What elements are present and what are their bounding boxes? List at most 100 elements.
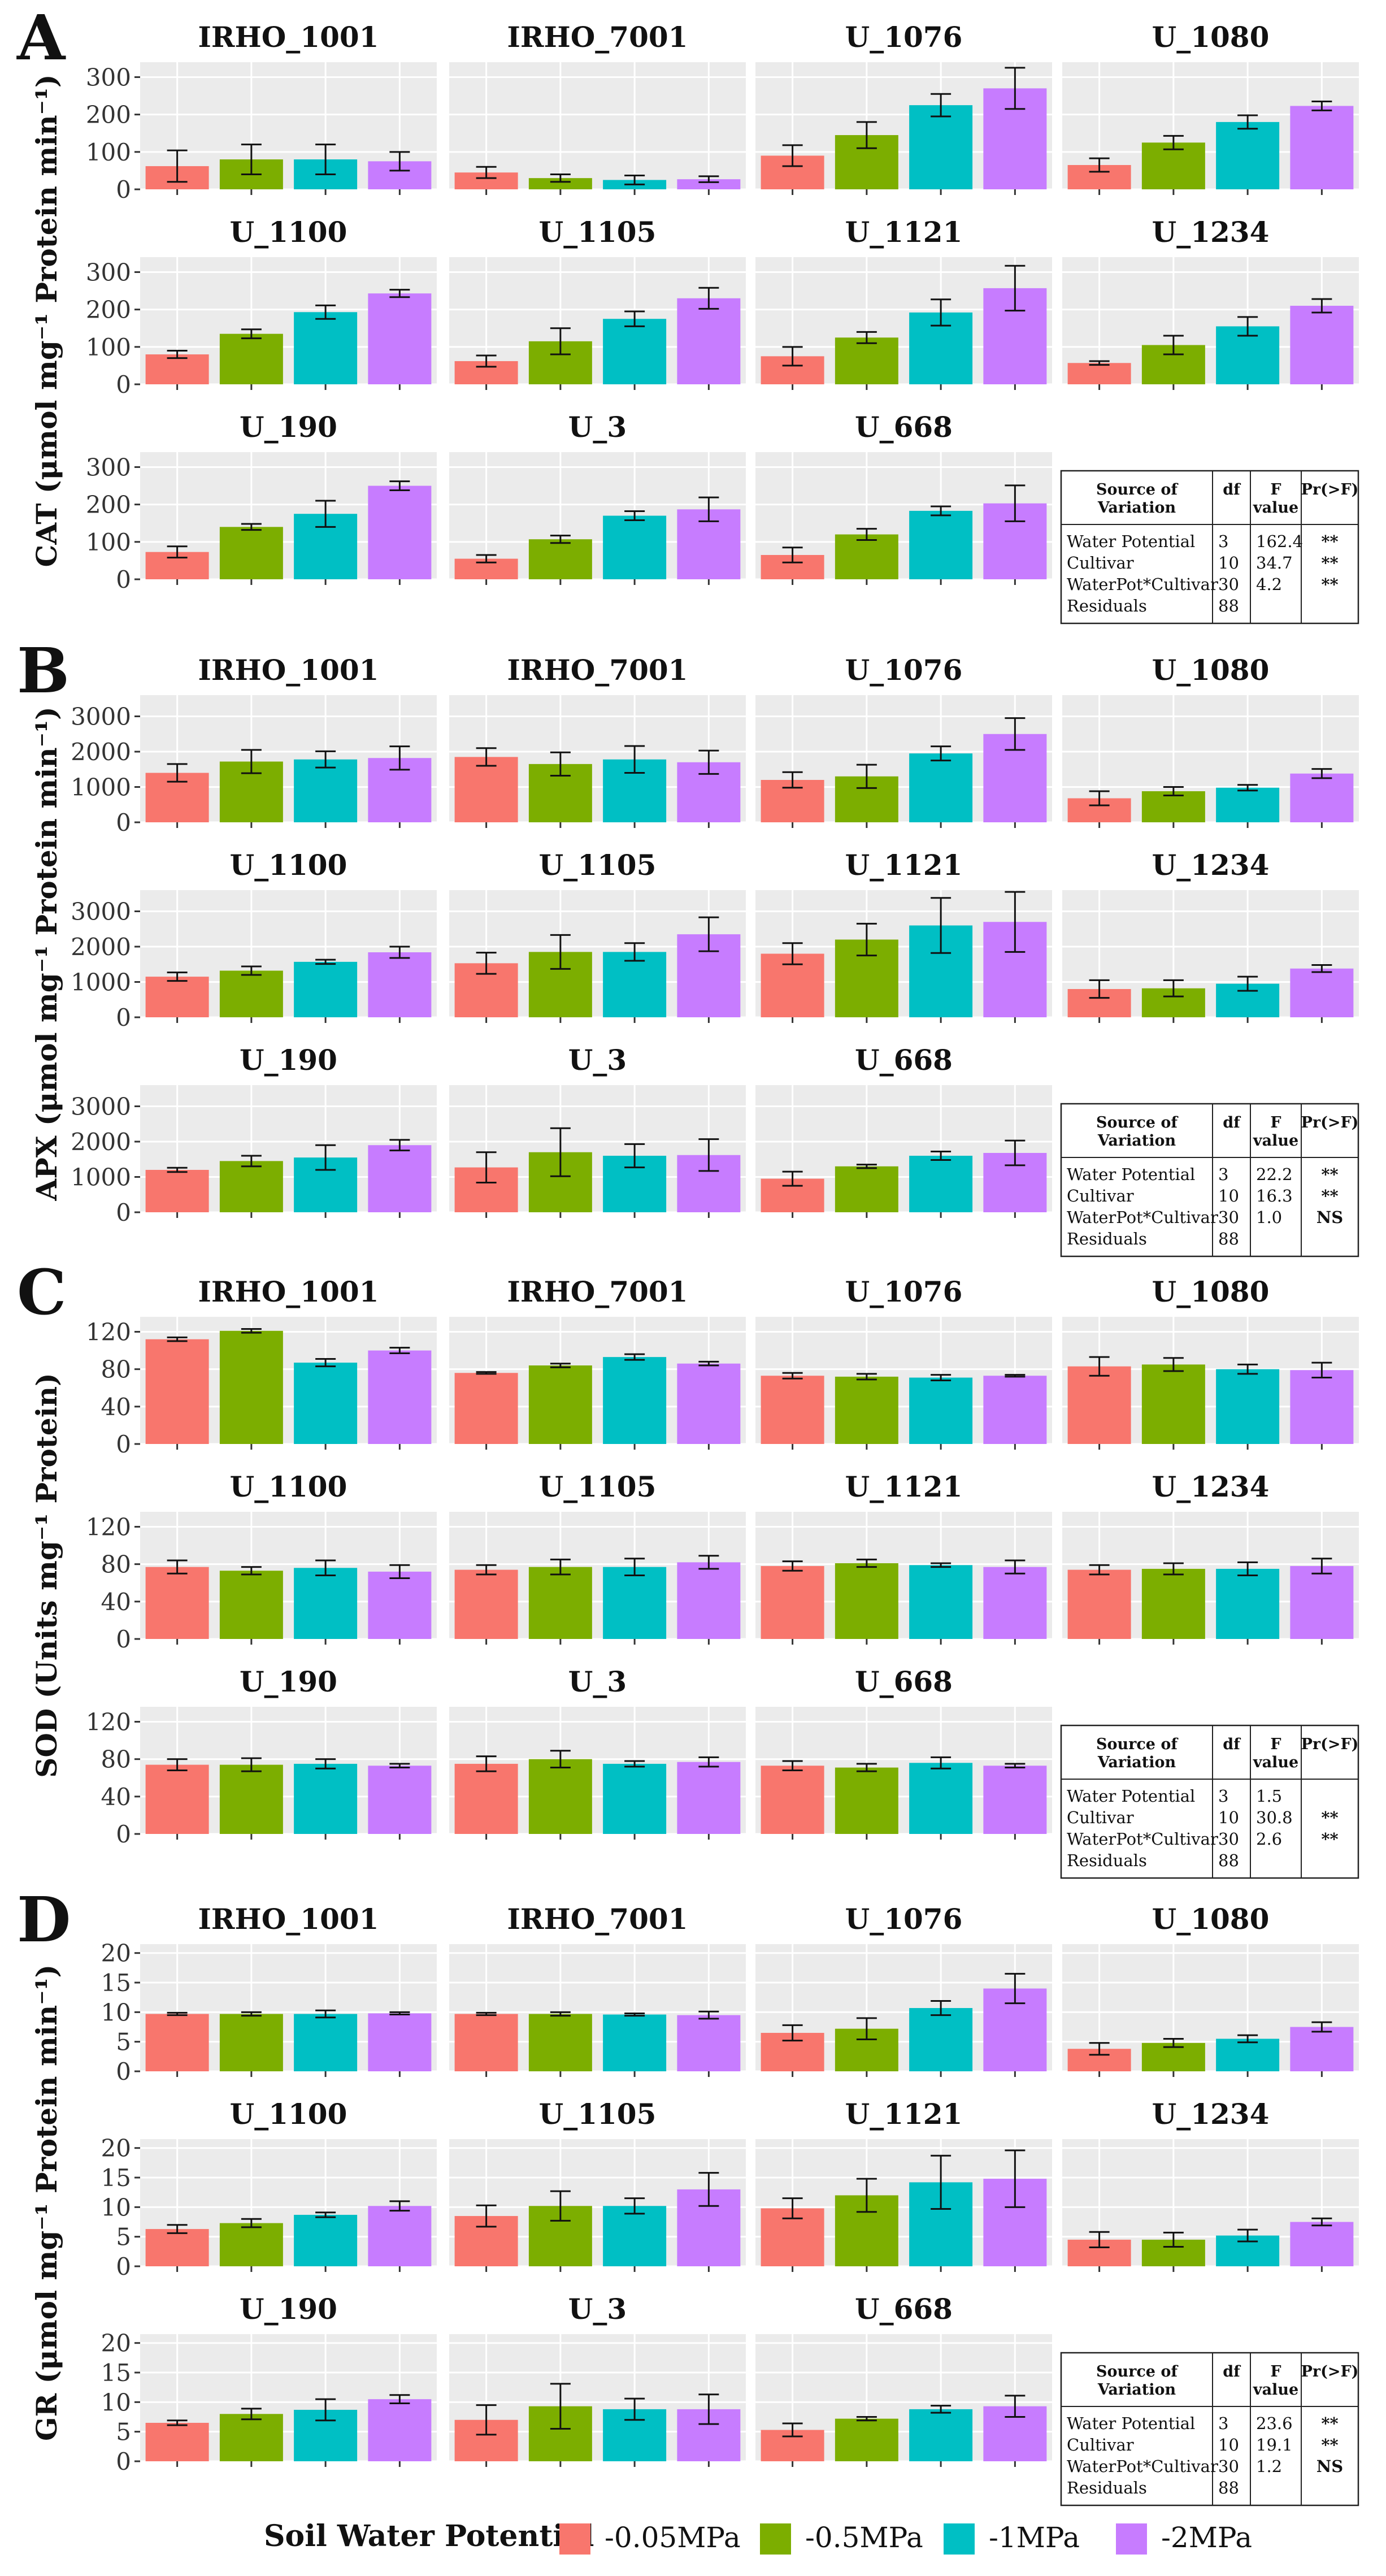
bar-3 [294, 1763, 358, 1834]
facet-irho-7001: IRHO_7001 [449, 1275, 746, 1450]
bar-1 [145, 1567, 209, 1639]
y-tick-label: 5 [116, 2223, 131, 2251]
bar-3 [294, 759, 358, 822]
bar-4 [983, 1766, 1047, 1834]
table-cell-p: ** [1321, 1165, 1338, 1184]
bar-1 [145, 1170, 209, 1212]
table-row: Residuals 88 [1067, 2478, 1239, 2497]
facet-title: U_1121 [845, 848, 963, 882]
table-cell-f: 34.7 [1256, 553, 1293, 573]
bar-4 [677, 1762, 741, 1834]
legend-item-3: -1MPa [944, 2521, 1080, 2555]
facet-u-3: U_3 [449, 1043, 746, 1218]
table-header-df: df [1223, 2363, 1241, 2380]
bar-3 [909, 1156, 973, 1212]
facet-title: U_1080 [1152, 653, 1270, 687]
facet-title: U_1076 [845, 1902, 963, 1936]
bar-1 [1067, 1569, 1131, 1639]
y-tick-label: 0 [116, 1004, 131, 1031]
table-header-p: Pr(>F) [1301, 1736, 1359, 1753]
y-tick-label: 0 [116, 371, 131, 398]
table-cell-df: 10 [1218, 1808, 1239, 1827]
bar-1 [454, 1763, 518, 1834]
legend-item-1: -0.05MPa [559, 2521, 741, 2555]
y-tick-label: 0 [116, 1625, 131, 1653]
bar-4 [1290, 1370, 1354, 1444]
table-cell-source: Cultivar [1067, 553, 1134, 573]
table-cell-source: WaterPot*Cultivar [1067, 2457, 1218, 2476]
table-row: Cultivar 10 16.3 ** [1067, 1186, 1339, 1205]
facet-title: U_1100 [230, 2097, 347, 2131]
facet-title: U_3 [568, 1665, 627, 1698]
facet-u-1100: U_1100 0 1000 2000 3000 [71, 848, 437, 1031]
table-cell-f: 19.1 [1256, 2435, 1293, 2454]
y-tick-label: 120 [86, 1708, 131, 1736]
bar-2 [1141, 791, 1205, 822]
bar-2 [219, 333, 283, 384]
bar-4 [368, 293, 432, 384]
y-tick-label: 5 [116, 2028, 131, 2056]
legend-swatch-4 [1116, 2523, 1147, 2555]
bar-1 [1067, 363, 1131, 384]
bar-3 [294, 2214, 358, 2266]
facet-u-1105: U_1105 [449, 1470, 746, 1645]
table-row: Water Potential 3 1.5 [1067, 1786, 1282, 1806]
facet-title: U_1076 [845, 20, 963, 54]
bar-1 [145, 1339, 209, 1444]
facet-title: U_1105 [539, 2097, 657, 2131]
y-tick-label: 20 [101, 2330, 131, 2357]
y-tick-label: 2000 [71, 738, 131, 766]
table-border [1060, 470, 1359, 625]
facet-title: U_1121 [845, 1470, 963, 1503]
facet-irho-7001: IRHO_7001 [449, 1902, 746, 2077]
facet-title: U_1080 [1152, 20, 1270, 54]
facet-u-3: U_3 [449, 2292, 746, 2467]
y-tick-label: 100 [86, 138, 131, 166]
table-cell-f: 16.3 [1256, 1186, 1293, 1205]
facet-u-668: U_668 [755, 410, 1052, 585]
facet-u-1234: U_1234 [1062, 2097, 1359, 2272]
facet-title: U_1234 [1152, 215, 1270, 249]
bar-3 [603, 952, 667, 1017]
bar-4 [677, 1562, 741, 1639]
table-row: Residuals 88 [1067, 1851, 1239, 1870]
facet-u-1100: U_1100 0 100 200 300 [86, 215, 437, 398]
y-tick-label: 1000 [71, 969, 131, 996]
table-cell-df: 30 [1218, 1208, 1239, 1227]
legend-label-2: -0.5MPa [805, 2521, 923, 2554]
table-cell-source: WaterPot*Cultivar [1067, 1829, 1218, 1849]
y-tick-label: 0 [116, 1430, 131, 1458]
y-tick-label: 10 [101, 1998, 131, 2026]
facet-irho-1001: IRHO_1001 0 40 80 120 [86, 1275, 437, 1458]
table-cell-df: 3 [1218, 2414, 1228, 2433]
bar-4 [983, 1376, 1047, 1444]
y-tick-label: 40 [101, 1783, 131, 1811]
facet-title: IRHO_7001 [507, 1902, 688, 1936]
facet-title: U_1234 [1152, 1470, 1270, 1503]
bar-3 [294, 1568, 358, 1639]
table-cell-p: ** [1321, 1829, 1338, 1849]
y-tick-label: 40 [101, 1588, 131, 1616]
facet-title: IRHO_1001 [198, 653, 379, 687]
y-tick-label: 80 [101, 1746, 131, 1773]
bar-4 [368, 2013, 432, 2071]
y-tick-label: 3000 [71, 703, 131, 731]
facet-title: U_1121 [845, 2097, 963, 2131]
facet-title: U_3 [568, 410, 627, 444]
bar-3 [909, 510, 973, 579]
table-cell-df: 10 [1218, 2435, 1239, 2454]
bar-4 [677, 1363, 741, 1444]
table-row: Cultivar 10 19.1 ** [1067, 2435, 1339, 2454]
bar-3 [1216, 122, 1280, 189]
table-cell-p: ** [1321, 1808, 1338, 1827]
facet-u-3: U_3 [449, 1665, 746, 1840]
table-cell-source: Residuals [1067, 1229, 1147, 1248]
bar-2 [528, 1365, 592, 1444]
facet-title: IRHO_1001 [198, 20, 379, 54]
table-cell-p: ** [1321, 575, 1338, 594]
table-row: Cultivar 10 30.8 ** [1067, 1808, 1339, 1827]
bar-3 [909, 2008, 973, 2071]
